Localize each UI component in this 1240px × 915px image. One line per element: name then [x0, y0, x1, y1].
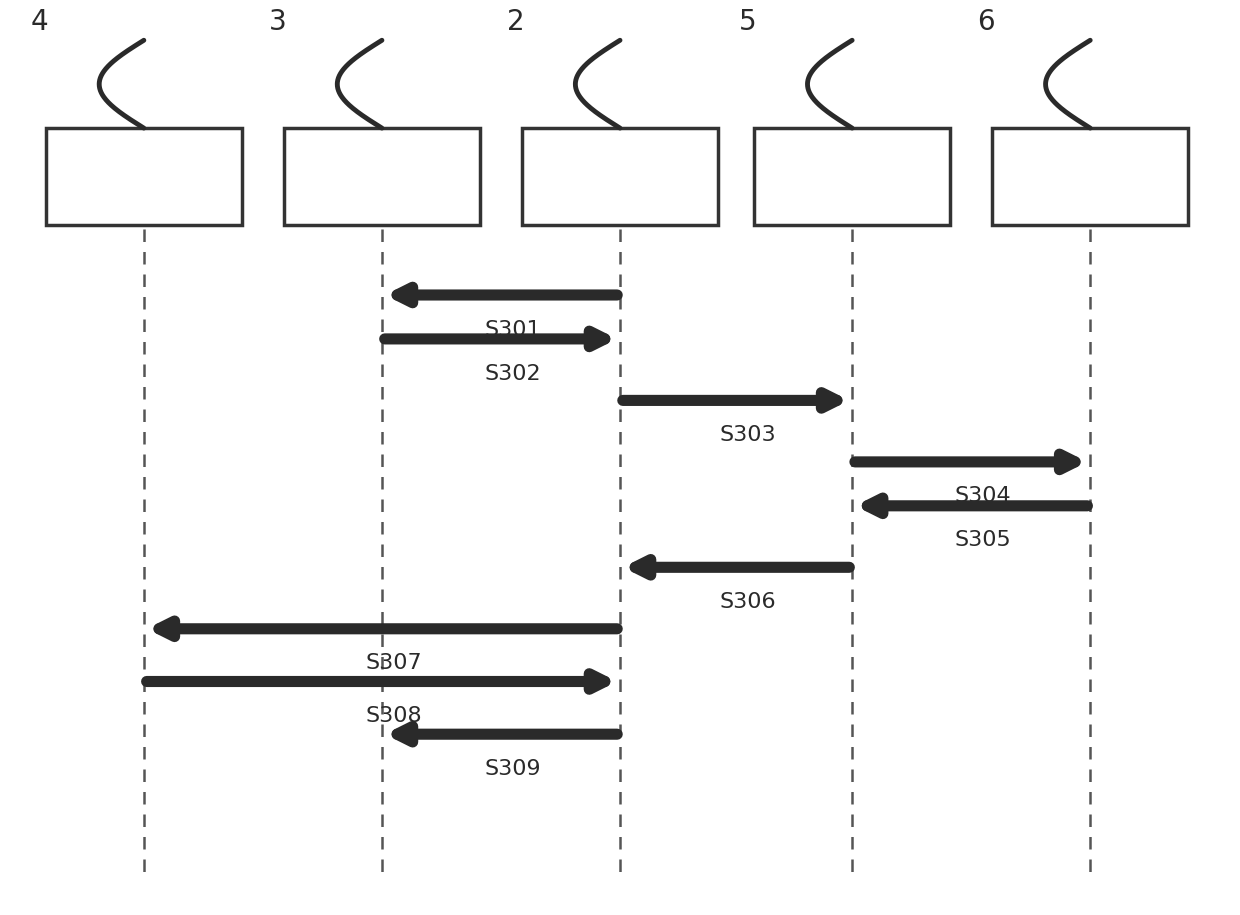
Text: S307: S307 [366, 653, 422, 673]
Bar [522, 128, 718, 225]
Text: S303: S303 [719, 425, 776, 445]
Text: S308: S308 [366, 706, 422, 727]
Text: 6: 6 [977, 8, 994, 36]
Bar [754, 128, 950, 225]
Text: S305: S305 [955, 531, 1012, 551]
Text: 3: 3 [269, 8, 286, 36]
Text: S306: S306 [719, 592, 776, 612]
Text: 2: 2 [507, 8, 525, 36]
Text: S304: S304 [955, 487, 1012, 507]
Bar [992, 128, 1188, 225]
Text: 4: 4 [31, 8, 48, 36]
Bar [46, 128, 242, 225]
Text: 5: 5 [739, 8, 756, 36]
Bar [284, 128, 480, 225]
Text: S301: S301 [485, 319, 541, 339]
Text: S302: S302 [485, 363, 541, 383]
Text: S309: S309 [485, 759, 541, 779]
